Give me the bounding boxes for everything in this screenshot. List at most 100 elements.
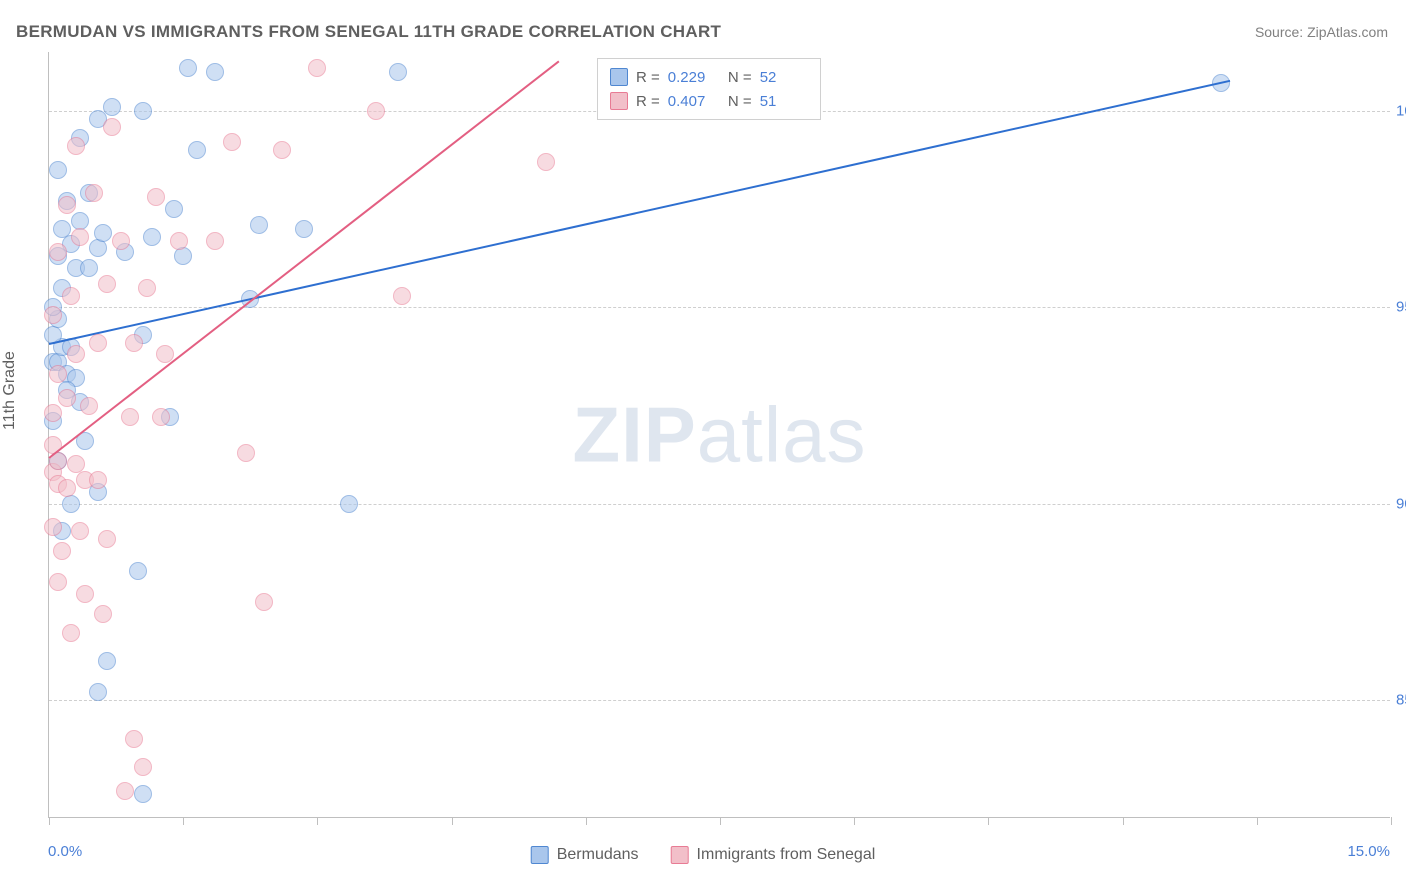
scatter-point bbox=[255, 593, 273, 611]
x-tick bbox=[854, 817, 855, 825]
legend-N-label: N = bbox=[724, 93, 752, 110]
scatter-point bbox=[49, 243, 67, 261]
y-tick-label: 100.0% bbox=[1396, 102, 1406, 119]
legend-item-senegal: Immigrants from Senegal bbox=[671, 846, 876, 864]
x-axis-min-label: 0.0% bbox=[48, 843, 82, 860]
scatter-point bbox=[223, 133, 241, 151]
x-tick bbox=[586, 817, 587, 825]
scatter-point bbox=[116, 782, 134, 800]
scatter-point bbox=[165, 200, 183, 218]
scatter-point bbox=[134, 785, 152, 803]
watermark: ZIPatlas bbox=[572, 389, 866, 480]
scatter-point bbox=[94, 224, 112, 242]
legend-label: Immigrants from Senegal bbox=[697, 846, 876, 864]
scatter-point bbox=[174, 247, 192, 265]
legend-R-value: 0.407 bbox=[668, 93, 716, 110]
x-tick bbox=[452, 817, 453, 825]
scatter-point bbox=[367, 102, 385, 120]
scatter-point bbox=[152, 408, 170, 426]
swatch-icon bbox=[671, 846, 689, 864]
scatter-point bbox=[308, 59, 326, 77]
scatter-point bbox=[112, 232, 130, 250]
scatter-point bbox=[179, 59, 197, 77]
scatter-point bbox=[89, 683, 107, 701]
watermark-heavy: ZIP bbox=[572, 390, 696, 478]
scatter-point bbox=[98, 530, 116, 548]
scatter-point bbox=[71, 522, 89, 540]
x-tick bbox=[988, 817, 989, 825]
scatter-point bbox=[206, 63, 224, 81]
scatter-point bbox=[76, 585, 94, 603]
x-tick bbox=[1123, 817, 1124, 825]
scatter-point bbox=[80, 397, 98, 415]
scatter-point bbox=[170, 232, 188, 250]
scatter-point bbox=[49, 573, 67, 591]
scatter-point bbox=[98, 275, 116, 293]
scatter-point bbox=[62, 287, 80, 305]
y-tick-label: 95.0% bbox=[1396, 299, 1406, 316]
x-tick bbox=[1257, 817, 1258, 825]
x-tick bbox=[49, 817, 50, 825]
scatter-point bbox=[103, 118, 121, 136]
y-axis-title: 11th Grade bbox=[1, 351, 19, 430]
scatter-point bbox=[98, 652, 116, 670]
legend-R-label: R = bbox=[636, 69, 660, 86]
legend-top: R = 0.229 N = 52R = 0.407 N = 51 bbox=[597, 58, 821, 120]
scatter-point bbox=[250, 216, 268, 234]
legend-stats-row: R = 0.407 N = 51 bbox=[610, 89, 808, 113]
swatch-icon bbox=[610, 68, 628, 86]
legend-R-value: 0.229 bbox=[668, 69, 716, 86]
scatter-point bbox=[129, 562, 147, 580]
gridline bbox=[49, 504, 1390, 505]
scatter-point bbox=[147, 188, 165, 206]
scatter-point bbox=[58, 389, 76, 407]
scatter-point bbox=[121, 408, 139, 426]
legend-N-label: N = bbox=[724, 69, 752, 86]
scatter-point bbox=[58, 196, 76, 214]
legend-N-value: 51 bbox=[760, 93, 808, 110]
gridline bbox=[49, 700, 1390, 701]
watermark-light: atlas bbox=[697, 390, 867, 478]
scatter-point bbox=[134, 102, 152, 120]
scatter-point bbox=[94, 605, 112, 623]
scatter-point bbox=[143, 228, 161, 246]
scatter-point bbox=[67, 137, 85, 155]
scatter-point bbox=[85, 184, 103, 202]
scatter-point bbox=[44, 518, 62, 536]
scatter-point bbox=[62, 624, 80, 642]
x-tick bbox=[317, 817, 318, 825]
scatter-point bbox=[103, 98, 121, 116]
scatter-point bbox=[340, 495, 358, 513]
scatter-point bbox=[138, 279, 156, 297]
scatter-point bbox=[89, 239, 107, 257]
scatter-point bbox=[237, 444, 255, 462]
scatter-point bbox=[537, 153, 555, 171]
scatter-point bbox=[188, 141, 206, 159]
scatter-point bbox=[49, 161, 67, 179]
scatter-point bbox=[67, 345, 85, 363]
scatter-point bbox=[49, 365, 67, 383]
scatter-point bbox=[58, 479, 76, 497]
y-tick-label: 90.0% bbox=[1396, 495, 1406, 512]
scatter-point bbox=[389, 63, 407, 81]
scatter-point bbox=[53, 542, 71, 560]
scatter-point bbox=[134, 758, 152, 776]
x-axis-max-label: 15.0% bbox=[1347, 843, 1390, 860]
scatter-point bbox=[273, 141, 291, 159]
scatter-point bbox=[89, 334, 107, 352]
chart-source: Source: ZipAtlas.com bbox=[1255, 24, 1388, 40]
legend-stats-row: R = 0.229 N = 52 bbox=[610, 65, 808, 89]
x-tick bbox=[183, 817, 184, 825]
y-tick-label: 85.0% bbox=[1396, 692, 1406, 709]
scatter-point bbox=[71, 228, 89, 246]
swatch-icon bbox=[610, 92, 628, 110]
scatter-point bbox=[295, 220, 313, 238]
scatter-point bbox=[80, 259, 98, 277]
legend-bottom: Bermudans Immigrants from Senegal bbox=[531, 846, 876, 864]
legend-label: Bermudans bbox=[557, 846, 639, 864]
swatch-icon bbox=[531, 846, 549, 864]
scatter-point bbox=[53, 220, 71, 238]
scatter-point bbox=[89, 471, 107, 489]
scatter-point bbox=[206, 232, 224, 250]
scatter-point bbox=[125, 730, 143, 748]
